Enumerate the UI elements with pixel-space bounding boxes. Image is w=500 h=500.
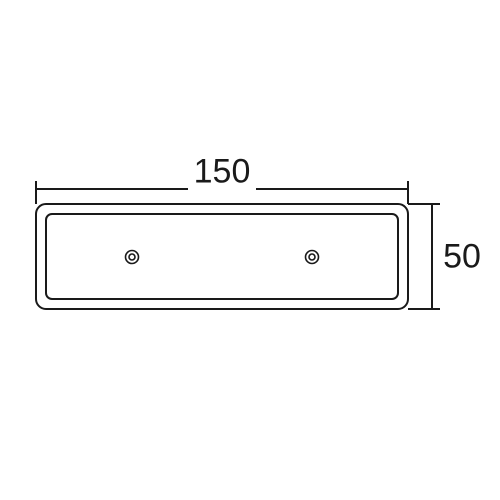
diagram-stage: 150 50: [0, 0, 500, 500]
plate-outer: [36, 204, 408, 309]
height-dimension-label: 50: [443, 238, 481, 277]
technical-drawing: [0, 0, 500, 500]
width-dimension-label: 150: [194, 153, 251, 192]
